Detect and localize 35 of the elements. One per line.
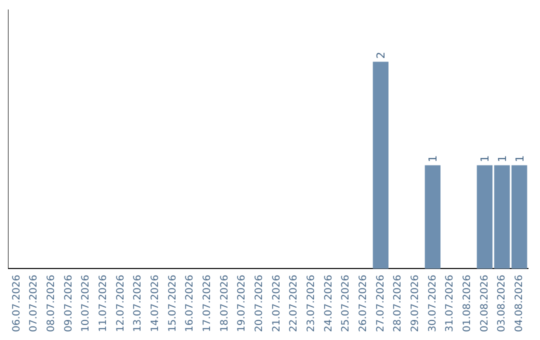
data-label: 2 bbox=[374, 52, 388, 59]
x-tick-label: 12.07.2026 bbox=[115, 274, 126, 332]
x-tick-label: 01.08.2026 bbox=[462, 274, 473, 332]
x-tick-label: 04.08.2026 bbox=[514, 274, 525, 332]
x-tick-label: 24.07.2026 bbox=[323, 274, 334, 332]
x-tick-label: 27.07.2026 bbox=[375, 274, 386, 332]
x-tick-label: 13.07.2026 bbox=[132, 274, 144, 332]
x-tick-label: 23.07.2026 bbox=[306, 274, 317, 332]
x-tick-label: 03.08.2026 bbox=[496, 274, 508, 332]
data-label: 1 bbox=[513, 155, 526, 162]
x-tick-label: 19.07.2026 bbox=[236, 274, 248, 332]
x-tick-label: 15.07.2026 bbox=[167, 274, 178, 332]
data-label: 1 bbox=[478, 155, 492, 162]
x-tick-label: 09.07.2026 bbox=[63, 274, 74, 332]
x-tick-label: 10.07.2026 bbox=[80, 274, 92, 332]
x-tick-label: 30.07.2026 bbox=[427, 274, 438, 332]
x-tick-label: 21.07.2026 bbox=[271, 274, 282, 332]
x-tick-label: 20.07.2026 bbox=[254, 274, 265, 332]
x-tick-label: 17.07.2026 bbox=[202, 274, 213, 332]
x-tick-label: 08.07.2026 bbox=[46, 274, 57, 332]
data-label: 1 bbox=[426, 155, 440, 162]
x-tick-label: 06.07.2026 bbox=[11, 274, 22, 332]
x-tick-label: 16.07.2026 bbox=[184, 274, 196, 332]
x-tick-label: 31.07.2026 bbox=[444, 274, 456, 332]
x-tick-label: 29.07.2026 bbox=[410, 274, 421, 332]
x-tick-label: 02.08.2026 bbox=[479, 274, 490, 332]
x-tick-label: 28.07.2026 bbox=[392, 274, 404, 332]
x-tick-label: 14.07.2026 bbox=[150, 274, 161, 332]
x-tick-label: 26.07.2026 bbox=[358, 274, 369, 332]
x-tick-label: 22.07.2026 bbox=[288, 274, 300, 332]
x-tick-label: 07.07.2026 bbox=[28, 274, 40, 332]
x-tick-label: 11.07.2026 bbox=[98, 274, 109, 332]
x-tick-label: 18.07.2026 bbox=[219, 274, 230, 332]
data-label: 1 bbox=[496, 155, 509, 162]
x-tick-label: 25.07.2026 bbox=[340, 274, 352, 332]
